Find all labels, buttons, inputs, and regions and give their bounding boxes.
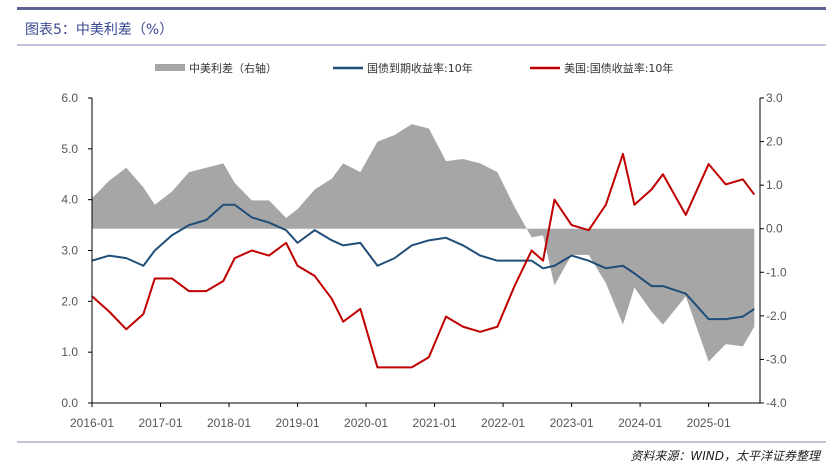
right-tick-label: -2.0 [766, 309, 787, 323]
right-tick-label: -4.0 [766, 396, 787, 410]
right-tick-label: 3.0 [766, 91, 783, 105]
x-tick-label: 2023-01 [550, 416, 594, 430]
figure-title: 图表5：中美利差（%） [25, 22, 174, 38]
right-tick-label: -1.0 [766, 265, 787, 279]
left-tick-label: 4.0 [61, 193, 78, 207]
legend-label: 美国:国债收益率:10年 [564, 61, 673, 75]
x-tick-label: 2016-01 [70, 416, 114, 430]
top-divider [17, 7, 826, 10]
us-10y-line [91, 152, 756, 369]
left-tick-label: 6.0 [61, 91, 78, 105]
legend-swatch-spread [155, 64, 185, 71]
right-tick-label: 0.0 [766, 222, 783, 236]
x-tick-label: 2022-01 [481, 416, 525, 430]
right-tick-label: 2.0 [766, 135, 783, 149]
left-tick-label: 2.0 [61, 294, 78, 308]
right-tick-label: 1.0 [766, 178, 783, 192]
left-tick-label: 0.0 [61, 396, 78, 410]
legend-label: 国债到期收益率:10年 [367, 61, 473, 75]
bottom-divider [17, 441, 826, 443]
x-tick-label: 2020-01 [344, 416, 388, 430]
x-tick-label: 2018-01 [207, 416, 251, 430]
left-tick-label: 5.0 [61, 142, 78, 156]
x-tick-label: 2025-01 [687, 416, 731, 430]
title-divider [17, 44, 826, 46]
x-tick-label: 2024-01 [618, 416, 662, 430]
legend-label: 中美利差（右轴） [189, 61, 277, 75]
left-tick-label: 3.0 [61, 244, 78, 258]
spread-area [92, 124, 755, 362]
x-tick-label: 2017-01 [138, 416, 182, 430]
legend: 中美利差（右轴） 国债到期收益率:10年 美国:国债收益率:10年 [155, 61, 673, 75]
x-tick-label: 2021-01 [413, 416, 457, 430]
cn-10y-line [91, 203, 755, 321]
x-tick-label: 2019-01 [276, 416, 320, 430]
left-tick-label: 1.0 [61, 345, 78, 359]
source-note: 资料来源：WIND，太平洋证券整理 [630, 449, 820, 463]
right-tick-label: -3.0 [766, 352, 787, 366]
